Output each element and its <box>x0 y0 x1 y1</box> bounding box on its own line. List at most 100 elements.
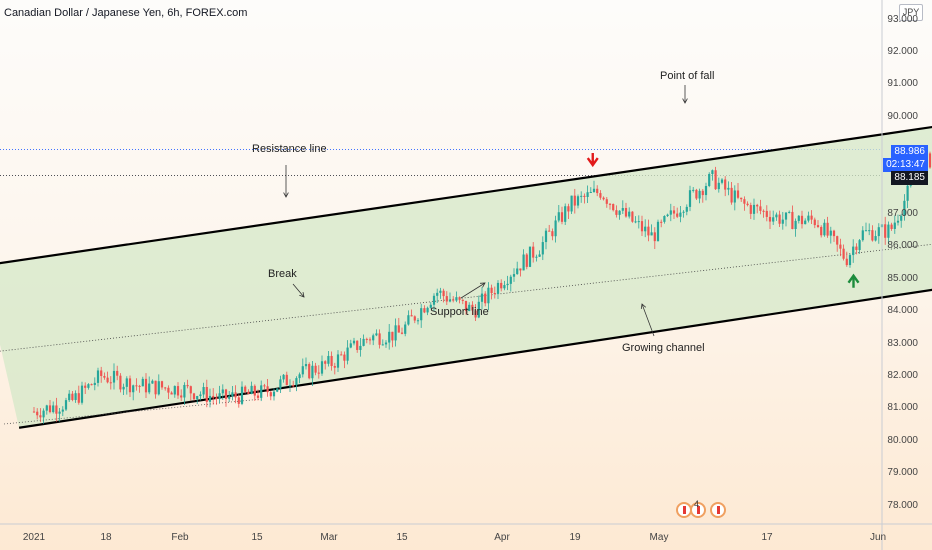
candle-body <box>381 344 384 346</box>
annotation-pointer <box>641 303 655 337</box>
candle-body <box>551 231 554 237</box>
candle-body <box>160 381 164 388</box>
candle-body <box>845 258 848 266</box>
candle-body <box>324 361 327 364</box>
candle-body <box>858 240 861 251</box>
annotation-pointer-head <box>283 192 289 198</box>
time-tick-label: 2021 <box>22 532 46 543</box>
candle-body <box>349 343 352 348</box>
growing-channel-label: Growing channel <box>622 342 705 354</box>
candle-body <box>416 320 420 322</box>
candle-body <box>320 361 324 374</box>
candle-body <box>768 216 772 222</box>
candle-body <box>122 386 125 390</box>
candle-body <box>791 211 794 230</box>
candle-body <box>538 254 541 257</box>
event-count: 4 <box>694 499 700 509</box>
candle-body <box>778 214 781 224</box>
time-tick-label: Apr <box>494 532 510 543</box>
candle-body <box>429 304 432 308</box>
candle-body <box>660 221 663 223</box>
candle-body <box>864 230 868 232</box>
candle-body <box>176 386 180 396</box>
candle-body <box>272 391 276 397</box>
candle-body <box>461 299 464 301</box>
price-tick-label: 83.000 <box>887 337 918 349</box>
candle-body <box>704 185 708 196</box>
candle-body <box>730 187 733 203</box>
event-flag-icon[interactable] <box>690 502 706 518</box>
candle-body <box>621 208 624 211</box>
candle-body <box>330 355 333 367</box>
candle-body <box>810 215 813 220</box>
candle-body <box>477 301 480 318</box>
resistance-line[interactable] <box>0 104 932 266</box>
annotation-pointer <box>460 282 486 299</box>
candle-body <box>724 179 727 190</box>
candle-body <box>733 190 736 203</box>
candle-body <box>442 290 445 297</box>
candle-body <box>580 195 583 197</box>
candle-body <box>157 381 160 395</box>
candle-body <box>231 392 234 397</box>
candle-body <box>288 385 292 387</box>
candle-body <box>292 385 295 387</box>
candle-body <box>407 315 410 325</box>
candle-body <box>340 354 343 356</box>
marked-price-tag: 88.185 <box>891 171 928 185</box>
candle-body <box>125 378 128 387</box>
candle-body <box>663 216 666 222</box>
candle-body <box>685 206 688 212</box>
candle-body <box>196 396 199 400</box>
candle-body <box>592 188 596 192</box>
candle-body <box>548 230 551 232</box>
price-tick-label: 80.000 <box>887 434 918 446</box>
candle-body <box>452 299 455 301</box>
candle-body <box>634 221 637 223</box>
candle-body <box>96 370 100 383</box>
candle-body <box>343 354 346 361</box>
price-tick-label: 91.000 <box>887 78 918 90</box>
currency-button[interactable]: JPY <box>899 4 923 21</box>
time-tick-label: Jun <box>869 532 887 543</box>
candle-body <box>871 230 874 241</box>
candle-body <box>378 333 381 345</box>
candle-body <box>714 170 717 190</box>
candle-body <box>512 274 516 277</box>
candle-body <box>756 204 759 207</box>
resistance-line-label: Resistance line <box>252 143 327 155</box>
candle-body <box>666 214 669 217</box>
candle-body <box>765 210 768 217</box>
annotation-pointer-head <box>640 303 647 310</box>
candle-body <box>400 332 404 334</box>
candle-body <box>468 304 471 312</box>
bar-countdown: 02:13:47 <box>883 158 928 172</box>
candle-body <box>736 190 740 198</box>
candle-body <box>410 315 413 317</box>
annotation-pointer-head <box>299 292 305 298</box>
candle-body <box>260 385 263 398</box>
candle-body <box>269 392 272 397</box>
candle-body <box>676 213 679 217</box>
candle-body <box>77 393 80 403</box>
candle-body <box>698 190 701 199</box>
candle-body <box>64 400 68 410</box>
candle-body <box>154 380 157 395</box>
support-channel-line[interactable] <box>18 266 932 429</box>
candle-body <box>903 200 906 216</box>
candle-body <box>804 220 807 225</box>
candle-body <box>84 385 87 388</box>
event-flag-icon[interactable] <box>710 502 726 518</box>
candle-body <box>887 224 890 238</box>
candle-body <box>138 385 141 387</box>
price-tick-label: 90.000 <box>887 110 918 122</box>
candle-body <box>679 212 682 217</box>
time-tick-label: May <box>649 532 669 543</box>
candle-body <box>717 182 720 190</box>
candle-body <box>173 386 176 395</box>
candle-body <box>884 224 887 238</box>
candle-body <box>93 382 96 386</box>
candle-body <box>448 299 452 302</box>
